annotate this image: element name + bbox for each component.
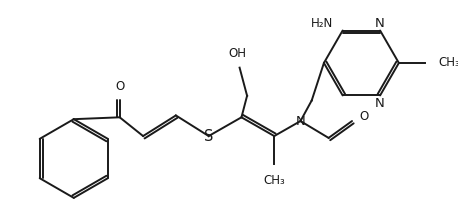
Text: O: O [115,80,124,93]
Text: S: S [204,129,213,144]
Text: O: O [360,110,369,123]
Text: CH₃: CH₃ [263,174,285,187]
Text: H₂N: H₂N [311,16,333,30]
Text: N: N [295,114,305,128]
Text: CH₃: CH₃ [438,56,458,70]
Text: OH: OH [229,47,247,60]
Text: N: N [375,16,385,30]
Text: N: N [375,97,385,110]
